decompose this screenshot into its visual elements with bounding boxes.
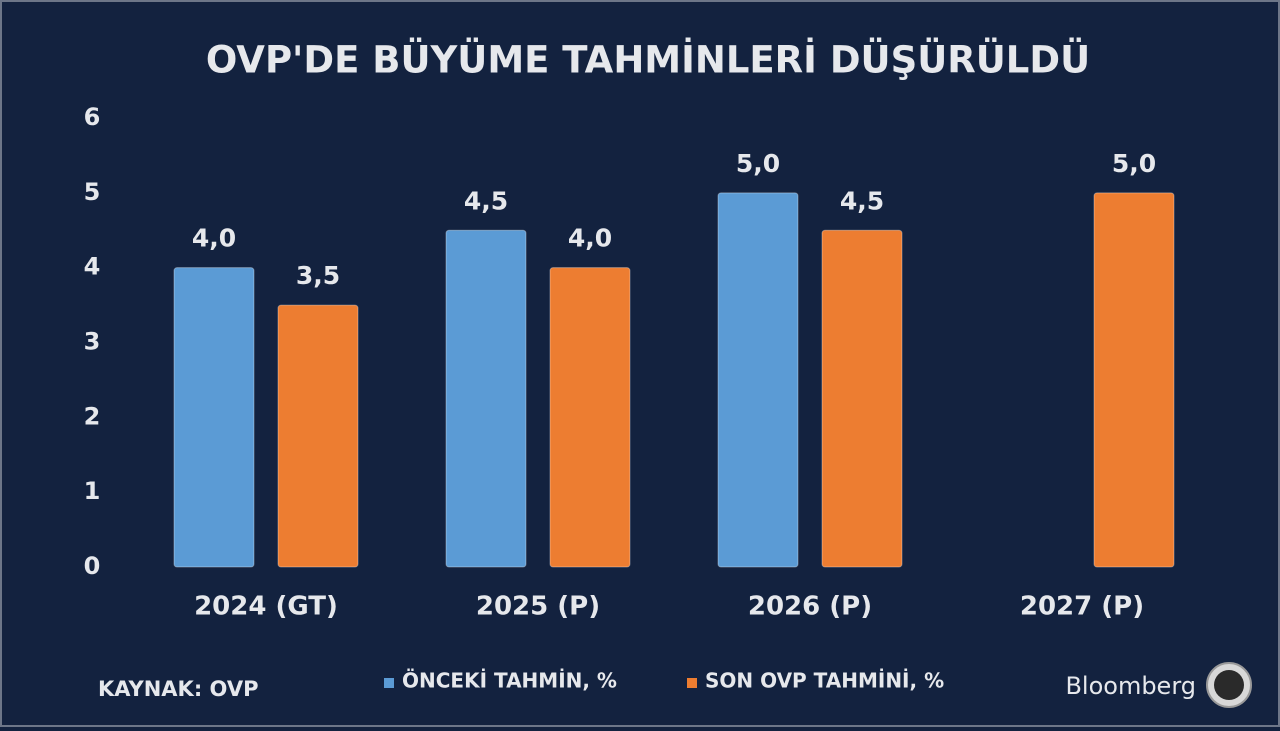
logo bbox=[1206, 662, 1252, 708]
y-tick-label: 6 bbox=[84, 103, 101, 131]
bar bbox=[821, 229, 903, 568]
bar bbox=[173, 267, 255, 568]
bar bbox=[1093, 192, 1175, 568]
legend-swatch bbox=[687, 678, 697, 688]
y-tick-label: 4 bbox=[84, 253, 101, 281]
value-label: 5,0 bbox=[1112, 149, 1156, 178]
source: KAYNAK: OVP bbox=[98, 677, 258, 701]
bar bbox=[717, 192, 799, 568]
bar bbox=[445, 229, 527, 568]
chart-title: OVP'DE BÜYÜME TAHMİNLERİ DÜŞÜRÜLDÜ bbox=[206, 38, 1090, 82]
y-tick-label: 3 bbox=[84, 328, 101, 356]
bar bbox=[277, 304, 359, 568]
y-tick-label: 1 bbox=[84, 477, 101, 505]
y-tick-label: 5 bbox=[84, 178, 101, 206]
value-label: 4,5 bbox=[464, 186, 508, 215]
value-label: 4,5 bbox=[840, 186, 884, 215]
value-label: 5,0 bbox=[736, 149, 780, 178]
logo-core bbox=[1214, 670, 1244, 700]
legend-label: ÖNCEKİ TAHMİN, % bbox=[402, 669, 617, 693]
bar bbox=[549, 267, 631, 568]
value-label: 4,0 bbox=[568, 224, 612, 253]
x-tick-label: 2025 (P) bbox=[476, 592, 600, 622]
legend-label: SON OVP TAHMİNİ, % bbox=[705, 669, 944, 693]
x-tick-label: 2027 (P) bbox=[1020, 592, 1144, 622]
legend: ÖNCEKİ TAHMİN, % SON OVP TAHMİNİ, % bbox=[384, 669, 944, 693]
value-label: 3,5 bbox=[296, 261, 340, 290]
brand: Bloomberg bbox=[1065, 672, 1196, 700]
x-tick-label: 2026 (P) bbox=[748, 592, 872, 622]
x-tick-label: 2024 (GT) bbox=[194, 592, 338, 622]
legend-swatch bbox=[384, 678, 394, 688]
y-tick-label: 0 bbox=[84, 552, 101, 580]
value-label: 4,0 bbox=[192, 224, 236, 253]
y-tick-label: 2 bbox=[84, 402, 101, 430]
